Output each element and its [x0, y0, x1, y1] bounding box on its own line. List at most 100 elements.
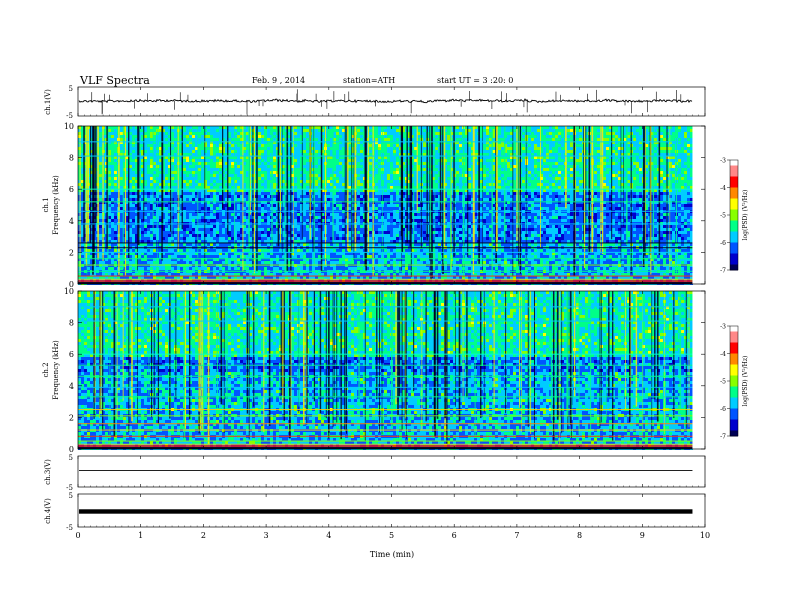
psd-cell: [336, 261, 339, 264]
psd-cell: [114, 234, 117, 237]
psd-cell: [201, 234, 204, 237]
psd-cell: [294, 150, 297, 153]
psd-cell: [192, 267, 195, 270]
psd-cell: [303, 168, 306, 171]
start-time-label: start UT = 3 :20: 0: [437, 76, 513, 85]
psd-cell: [111, 204, 114, 207]
psd-cell: [228, 174, 231, 177]
psd-cell: [258, 267, 261, 270]
psd-cell: [210, 174, 213, 177]
psd-cell: [300, 255, 303, 258]
psd-cell: [312, 273, 315, 276]
psd-cell: [111, 135, 114, 138]
psd-cell: [210, 234, 213, 237]
psd-cell: [192, 237, 195, 240]
psd-cell: [315, 162, 318, 165]
psd-cell: [243, 234, 246, 237]
psd-cell: [258, 249, 261, 252]
psd-cell: [213, 207, 216, 210]
psd-cell: [174, 219, 177, 222]
psd-cell: [294, 162, 297, 165]
psd-cell: [243, 228, 246, 231]
psd-cell: [213, 138, 216, 141]
psd-cell: [264, 150, 267, 153]
psd-cell: [174, 159, 177, 162]
psd-cell: [99, 177, 102, 180]
psd-cell: [210, 126, 213, 129]
psd-cell: [189, 255, 192, 258]
psd-cell: [183, 174, 186, 177]
psd-cell: [273, 126, 276, 129]
psd-cell: [150, 147, 153, 150]
psd-cell: [222, 261, 225, 264]
psd-cell: [99, 150, 102, 153]
psd-cell: [237, 225, 240, 228]
psd-cell: [186, 186, 189, 189]
psd-cell: [303, 192, 306, 195]
psd-cell: [189, 225, 192, 228]
psd-cell: [174, 183, 177, 186]
psd-cell: [165, 144, 168, 147]
psd-cell: [339, 237, 342, 240]
psd-cell: [222, 273, 225, 276]
psd-cell: [327, 261, 330, 264]
psd-cell: [267, 129, 270, 132]
psd-cell: [315, 267, 318, 270]
psd-cell: [231, 162, 234, 165]
psd-cell: [216, 231, 219, 234]
psd-cell: [114, 144, 117, 147]
psd-cell: [243, 195, 246, 198]
psd-cell: [81, 255, 84, 258]
psd-cell: [186, 144, 189, 147]
psd-cell: [345, 255, 348, 258]
psd-cell: [111, 138, 114, 141]
psd-cell: [336, 228, 339, 231]
psd-cell: [261, 150, 264, 153]
psd-cell: [183, 144, 186, 147]
psd-cell: [243, 198, 246, 201]
psd-cell: [306, 126, 309, 129]
psd-cell: [138, 255, 141, 258]
psd-cell: [111, 192, 114, 195]
psd-cell: [231, 168, 234, 171]
psd-cell: [342, 267, 345, 270]
psd-cell: [198, 207, 201, 210]
psd-cell: [216, 198, 219, 201]
psd-cell: [261, 174, 264, 177]
psd-cell: [99, 267, 102, 270]
psd-cell: [174, 228, 177, 231]
psd-cell: [147, 132, 150, 135]
psd-cell: [87, 255, 90, 258]
psd-cell: [174, 216, 177, 219]
psd-cell: [132, 207, 135, 210]
psd-cell: [186, 273, 189, 276]
psd-cell: [228, 228, 231, 231]
psd-cell: [231, 204, 234, 207]
psd-cell: [258, 186, 261, 189]
psd-cell: [270, 273, 273, 276]
psd-cell: [336, 174, 339, 177]
psd-cell: [297, 165, 300, 168]
psd-cell: [231, 225, 234, 228]
psd-cell: [258, 231, 261, 234]
psd-cell: [207, 171, 210, 174]
psd-cell: [315, 177, 318, 180]
psd-cell: [267, 159, 270, 162]
psd-cell: [279, 267, 282, 270]
psd-cell: [120, 168, 123, 171]
psd-cell: [165, 186, 168, 189]
psd-cell: [210, 180, 213, 183]
psd-cell: [243, 126, 246, 129]
psd-cell: [171, 162, 174, 165]
psd-cell: [273, 216, 276, 219]
psd-cell: [120, 165, 123, 168]
psd-cell: [216, 192, 219, 195]
psd-cell: [192, 231, 195, 234]
psd-cell: [219, 225, 222, 228]
psd-cell: [267, 171, 270, 174]
psd-cell: [216, 228, 219, 231]
psd-cell: [318, 186, 321, 189]
psd-cell: [258, 144, 261, 147]
psd-cell: [120, 135, 123, 138]
psd-cell: [345, 273, 348, 276]
